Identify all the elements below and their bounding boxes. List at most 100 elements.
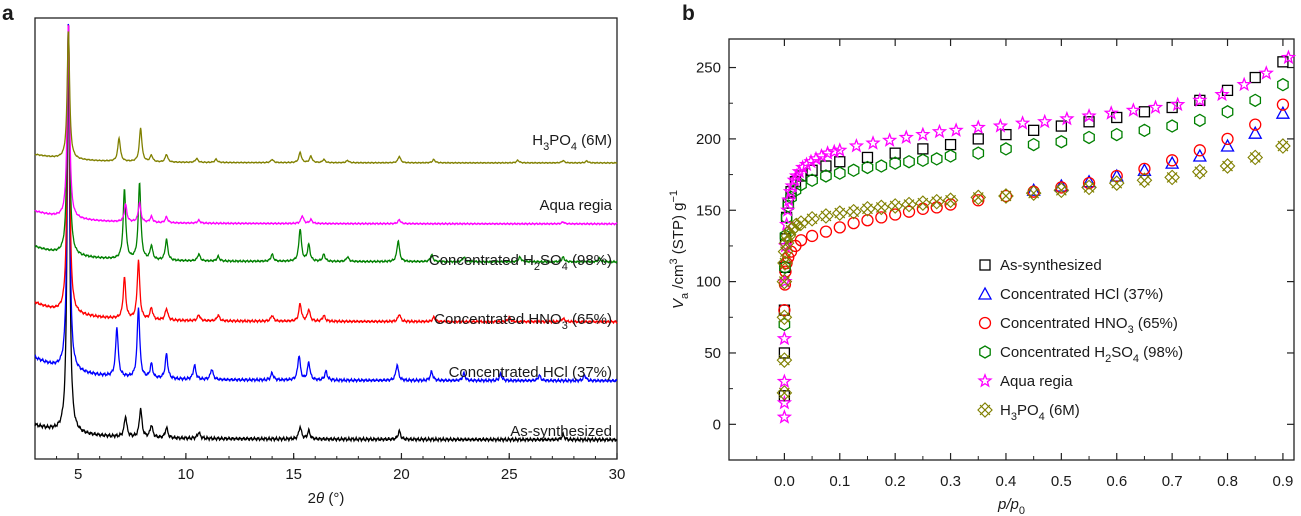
plot-frame bbox=[728, 38, 1295, 461]
data-point bbox=[998, 188, 1014, 204]
data-point bbox=[1249, 118, 1262, 131]
marker-part bbox=[903, 199, 915, 210]
marker-part bbox=[1000, 190, 1012, 202]
data-point bbox=[1192, 92, 1208, 107]
x-tick-label: 10 bbox=[178, 466, 195, 483]
label-part: Aqua regia bbox=[1000, 373, 1073, 390]
label-part: H bbox=[1000, 402, 1011, 419]
data-point bbox=[917, 153, 929, 168]
data-point bbox=[831, 205, 848, 221]
data-point bbox=[1027, 137, 1040, 152]
y-axis-title: Va /cm3 (STP) g−1 bbox=[668, 190, 691, 309]
data-point bbox=[916, 202, 930, 215]
data-point bbox=[1110, 127, 1123, 142]
data-point bbox=[1053, 182, 1070, 199]
data-point bbox=[787, 218, 804, 234]
data-point bbox=[859, 200, 876, 217]
data-point bbox=[861, 214, 874, 227]
series-label: Concentrated HNO3 (65%) bbox=[434, 311, 612, 332]
label-part: (65%) bbox=[568, 311, 612, 328]
data-point bbox=[1138, 162, 1151, 176]
data-point bbox=[776, 309, 793, 326]
label-part: Concentrated HNO bbox=[1000, 315, 1128, 332]
data-point bbox=[972, 133, 984, 145]
y-axis-title-part: a bbox=[679, 292, 691, 299]
legend-label: H3PO4 (6M) bbox=[1000, 402, 1080, 423]
marker-part bbox=[781, 237, 793, 249]
data-point bbox=[780, 210, 793, 225]
data-point bbox=[804, 210, 820, 227]
data-point bbox=[1081, 108, 1097, 123]
x-tick-label: 0.9 bbox=[1272, 473, 1293, 490]
legend-label: Concentrated HNO3 (65%) bbox=[1000, 315, 1178, 336]
data-point bbox=[803, 153, 819, 169]
x-tick-label: 20 bbox=[393, 466, 410, 483]
y-tick-label: 150 bbox=[696, 202, 721, 219]
data-point bbox=[1248, 125, 1263, 139]
isotherm-series bbox=[778, 98, 1290, 317]
data-point bbox=[1193, 113, 1206, 128]
xrd-pattern bbox=[34, 23, 618, 384]
data-point bbox=[1055, 120, 1068, 132]
marker-part bbox=[972, 191, 984, 203]
data-point bbox=[898, 129, 914, 144]
data-point bbox=[1277, 56, 1289, 68]
data-point bbox=[805, 229, 819, 243]
marker-part bbox=[790, 220, 801, 232]
data-point bbox=[832, 142, 848, 157]
x-axis-title-part: θ bbox=[316, 490, 324, 507]
data-point bbox=[1138, 106, 1151, 118]
label-part: Aqua regia bbox=[539, 197, 612, 214]
data-point bbox=[1170, 96, 1186, 112]
data-point bbox=[889, 208, 902, 221]
data-point bbox=[1219, 158, 1236, 174]
data-point bbox=[970, 189, 987, 206]
data-point bbox=[1037, 113, 1053, 129]
data-point bbox=[1083, 116, 1095, 128]
data-point bbox=[1249, 71, 1261, 84]
data-point bbox=[833, 166, 846, 180]
marker-part bbox=[875, 201, 887, 213]
label-part: Concentrated HCl (37%) bbox=[449, 364, 612, 381]
marker-part bbox=[889, 200, 901, 212]
y-tick-label: 250 bbox=[696, 60, 721, 77]
legend-label: Aqua regia bbox=[1000, 373, 1073, 390]
data-point bbox=[1166, 119, 1178, 133]
data-point bbox=[1147, 99, 1164, 115]
y-axis-title-part: 3 bbox=[668, 258, 680, 264]
data-point bbox=[1276, 98, 1290, 111]
x-axis-title-part: 2 bbox=[308, 490, 316, 507]
legend-label: As-synthesized bbox=[1000, 257, 1102, 274]
data-point bbox=[1055, 181, 1068, 194]
data-point bbox=[903, 154, 915, 169]
data-point bbox=[794, 234, 808, 247]
x-axis-title-part: (°) bbox=[324, 490, 344, 507]
legend-marker bbox=[979, 259, 991, 271]
data-point bbox=[917, 143, 929, 155]
label-part: 3 bbox=[543, 141, 549, 153]
marker-part bbox=[1277, 140, 1289, 152]
label-part: H bbox=[532, 132, 543, 149]
y-tick-label: 200 bbox=[696, 131, 721, 148]
marker-part bbox=[795, 217, 807, 229]
data-point bbox=[1258, 65, 1274, 80]
marker-part bbox=[782, 230, 794, 242]
x-axis-title-part: p/p bbox=[997, 496, 1019, 513]
label-part: As-synthesized bbox=[1000, 257, 1102, 274]
marker-part bbox=[1249, 152, 1261, 163]
data-point bbox=[861, 151, 874, 164]
label-part: 3 bbox=[1011, 411, 1017, 423]
data-point bbox=[1082, 176, 1096, 190]
data-point bbox=[1275, 105, 1291, 119]
data-point bbox=[875, 211, 888, 224]
data-point bbox=[778, 317, 791, 332]
x-axis-title-part: 0 bbox=[1019, 505, 1025, 516]
data-point bbox=[1236, 76, 1252, 92]
data-point bbox=[1000, 142, 1012, 156]
data-point bbox=[1000, 128, 1012, 141]
data-point bbox=[820, 160, 832, 172]
xrd-pattern bbox=[34, 24, 618, 226]
data-point bbox=[1108, 175, 1125, 191]
data-point bbox=[845, 203, 862, 220]
marker-part bbox=[820, 210, 832, 222]
